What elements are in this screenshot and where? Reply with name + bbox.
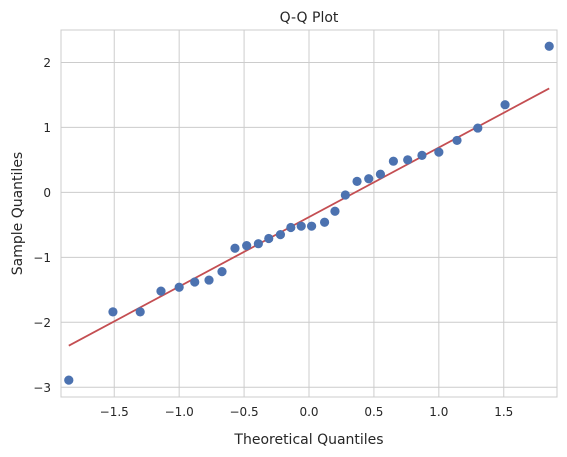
y-tick-label: 2: [43, 56, 51, 70]
sample-point: [64, 375, 74, 385]
x-tick-label: −0.5: [230, 405, 259, 419]
y-tick-label: −1: [33, 251, 51, 265]
sample-point: [319, 217, 330, 227]
x-tick-label: 1.0: [429, 405, 448, 419]
x-tick-label: 0.0: [299, 405, 318, 419]
x-tick-labels: −1.5 −1.0 −0.5 0.0 0.5 1.0 1.5: [100, 405, 514, 419]
sample-point: [352, 176, 362, 186]
y-tick-label: 0: [43, 186, 51, 200]
sample-point: [264, 233, 274, 244]
sample-point: [434, 147, 444, 157]
sample-point: [135, 307, 145, 317]
sample-point: [275, 230, 286, 240]
sample-point: [156, 286, 166, 296]
sample-point: [452, 135, 462, 146]
y-tick-label: 1: [43, 121, 51, 135]
sample-point: [375, 169, 386, 179]
reference-line-layer: [68, 87, 550, 347]
sample-point: [253, 239, 263, 249]
y-axis-label: Sample Quantiles: [10, 152, 26, 275]
sample-point: [473, 123, 483, 133]
x-tick-label: 1.5: [494, 405, 513, 419]
chart-title: Q-Q Plot: [280, 10, 339, 26]
sample-point: [230, 243, 240, 253]
sample-point: [417, 150, 427, 160]
sample-point: [242, 241, 252, 251]
sample-point: [330, 206, 340, 216]
x-tick-label: −1.5: [100, 405, 129, 419]
sample-point: [364, 174, 374, 184]
sample-point: [306, 221, 317, 231]
sample-point: [388, 156, 398, 166]
sample-point: [296, 221, 306, 231]
sample-point: [544, 41, 554, 51]
sample-point: [108, 307, 118, 317]
plot-area-frame: [60, 29, 558, 398]
grid-lines: [61, 30, 557, 397]
y-tick-label: −2: [33, 316, 51, 330]
sample-point: [217, 267, 227, 277]
reference-line: [68, 87, 550, 347]
y-tick-label: −3: [33, 381, 51, 395]
sample-point: [403, 155, 413, 165]
y-tick-labels: 2 1 0 −1 −2 −3: [33, 56, 51, 395]
sample-point: [500, 100, 510, 110]
sample-points: [64, 41, 554, 385]
x-tick-label: −1.0: [165, 405, 194, 419]
sample-point: [190, 277, 200, 287]
sample-point: [204, 275, 214, 285]
sample-point: [340, 190, 350, 200]
x-axis-label: Theoretical Quantiles: [233, 432, 383, 448]
sample-point: [174, 282, 184, 292]
x-tick-label: 0.5: [364, 405, 383, 419]
sample-point: [286, 222, 296, 233]
